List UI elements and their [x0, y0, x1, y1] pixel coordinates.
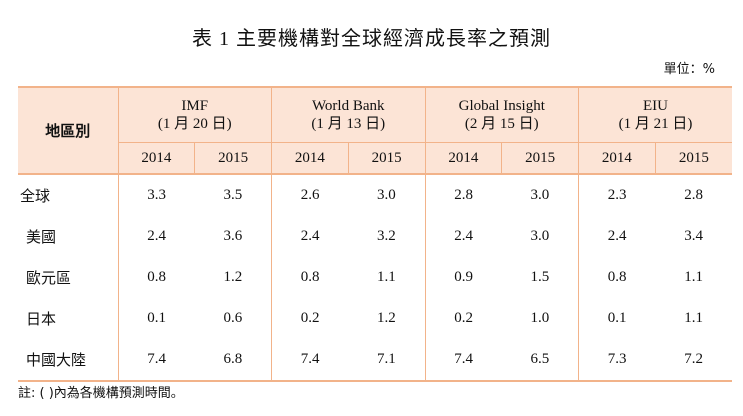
- value-cell: 3.3: [147, 187, 166, 203]
- footnote: 註: ( )內為各機構預測時間。: [18, 386, 184, 401]
- value-cell: 0.2: [300, 310, 320, 326]
- value-cell: 7.4: [118, 339, 195, 382]
- value-cell: 7.4: [271, 339, 349, 382]
- value-cell: 0.1: [607, 310, 627, 326]
- source-date: (1 月 21 日): [618, 116, 693, 132]
- value-cell: 0.1: [147, 310, 166, 326]
- value-cell: 2.6: [300, 187, 320, 203]
- value-cell: 0.8: [607, 269, 627, 285]
- forecast-table: 地區別 IMF (1 月 20 日) World Bank (1 月 13 日)…: [18, 86, 732, 382]
- source-name: EIU: [643, 98, 668, 114]
- value-cell: 7.1: [348, 339, 426, 382]
- source-header-imf: IMF (1 月 20 日): [118, 86, 272, 143]
- value-cell: 1.2: [348, 298, 426, 339]
- unit-label: 單位：%: [663, 62, 715, 77]
- region-label: 日本: [18, 298, 119, 339]
- value-cell: 2.4: [147, 228, 166, 244]
- year-header: 2014: [425, 142, 503, 175]
- value-cell: 2.3: [607, 187, 627, 203]
- source-name: IMF: [181, 98, 209, 114]
- region-label: 美國: [18, 216, 119, 257]
- source-name: Global Insight: [458, 98, 545, 114]
- table-title: 表 1 主要機構對全球經濟成長率之預測: [192, 28, 551, 50]
- region-label: 全球: [18, 174, 119, 216]
- region-label: 歐元區: [18, 257, 119, 298]
- row-header-label: 地區別: [18, 86, 119, 175]
- header-row-sources: 地區別 IMF (1 月 20 日) World Bank (1 月 13 日)…: [18, 86, 732, 175]
- value-cell: 0.2: [454, 310, 473, 326]
- source-header-eiu: EIU (1 月 21 日): [578, 86, 732, 143]
- table-row: 日本 0.1 0.6 0.2 1.2 0.2 1.0 0.1 1.1: [18, 298, 732, 339]
- value-cell: 3.4: [684, 228, 703, 244]
- table-row: 歐元區 0.8 1.2 0.8 1.1 0.9 1.5 0.8 1.1: [18, 257, 732, 298]
- value-cell: 0.6: [194, 298, 272, 339]
- year-header: 2014: [118, 142, 196, 175]
- year-header: 2015: [501, 142, 579, 175]
- value-cell: 7.2: [655, 339, 732, 382]
- value-cell: 7.4: [425, 339, 502, 382]
- value-cell: 2.4: [454, 228, 473, 244]
- value-cell: 2.4: [300, 228, 320, 244]
- year-header: 2014: [578, 142, 656, 175]
- value-cell: 1.1: [684, 269, 703, 285]
- source-header-world-bank: World Bank (1 月 13 日): [271, 86, 426, 143]
- value-cell: 3.2: [348, 216, 426, 257]
- value-cell: 3.0: [348, 174, 426, 216]
- value-cell: 6.8: [194, 339, 272, 382]
- value-cell: 3.0: [501, 216, 579, 257]
- value-cell: 7.3: [578, 339, 656, 382]
- value-cell: 3.0: [501, 174, 579, 216]
- value-cell: 0.9: [454, 269, 473, 285]
- value-cell: 1.5: [501, 257, 579, 298]
- table-row: 美國 2.4 3.6 2.4 3.2 2.4 3.0 2.4 3.4: [18, 216, 732, 257]
- header-row-years: 2014 2015 2014 2015 2014 2015 2014 2015: [18, 142, 732, 175]
- source-date: (1 月 13 日): [311, 116, 386, 132]
- value-cell: 3.5: [194, 174, 272, 216]
- region-label: 中國大陸: [18, 339, 119, 382]
- source-name: World Bank: [311, 98, 385, 114]
- source-date: (1 月 20 日): [157, 116, 232, 132]
- value-cell: 1.0: [501, 298, 579, 339]
- value-cell: 1.1: [684, 310, 703, 326]
- value-cell: 2.8: [454, 187, 473, 203]
- year-header: 2014: [271, 142, 349, 175]
- year-header: 2015: [194, 142, 272, 175]
- value-cell: 1.2: [194, 257, 272, 298]
- year-header: 2015: [655, 142, 732, 175]
- value-cell: 2.8: [684, 187, 703, 203]
- year-header: 2015: [348, 142, 426, 175]
- value-cell: 1.1: [348, 257, 426, 298]
- value-cell: 0.8: [300, 269, 320, 285]
- value-cell: 3.6: [194, 216, 272, 257]
- table-row: 中國大陸 7.4 6.8 7.4 7.1 7.4 6.5 7.3 7.2: [18, 339, 732, 382]
- source-date: (2 月 15 日): [464, 116, 539, 132]
- source-header-global-insight: Global Insight (2 月 15 日): [425, 86, 579, 143]
- value-cell: 2.4: [607, 228, 627, 244]
- value-cell: 0.8: [147, 269, 166, 285]
- value-cell: 6.5: [501, 339, 579, 382]
- table-row: 全球 3.3 3.5 2.6 3.0 2.8 3.0 2.3 2.8: [18, 174, 732, 216]
